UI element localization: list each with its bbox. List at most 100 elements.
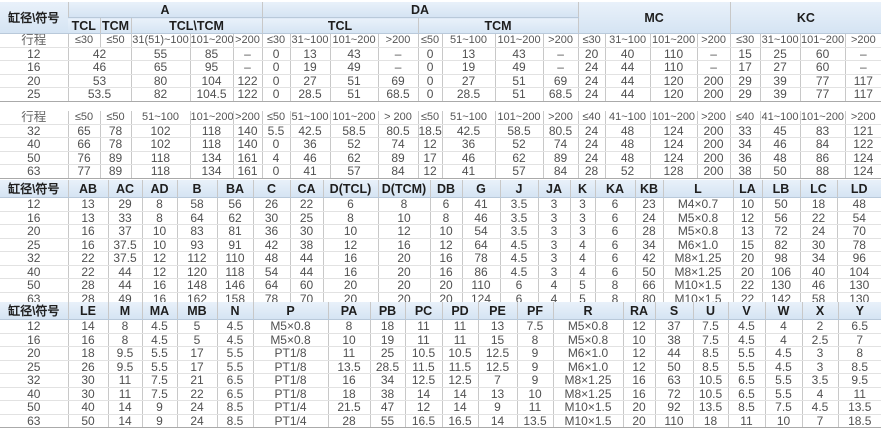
value-cell: 16 <box>67 333 108 347</box>
value-cell: 16 <box>322 251 378 266</box>
value-cell: 18 <box>692 414 728 428</box>
value-cell: 78 <box>836 238 881 252</box>
value-cell: 37 <box>107 224 142 239</box>
table-row: 32 30 11 7.5 21 6.5 PT1/8 16 34 12.5 12.5 7 9 M8×1.25… <box>0 373 881 388</box>
stroke-range-header: >200 <box>542 33 579 48</box>
value-cell: 6.5 <box>727 373 765 388</box>
value-cell: 78 <box>99 124 131 138</box>
value-cell: 10 <box>732 197 762 212</box>
value-cell: 48 <box>604 137 650 152</box>
table-row: 40 30 11 7.5 22 6.5 PT1/8 18 38 14 14 13 10 M8×1.25 16… <box>0 387 881 401</box>
group-header-da: DA <box>261 2 579 18</box>
stroke-range-header: ≤30 <box>261 33 291 48</box>
value-cell: 7.5 <box>141 387 177 401</box>
bore-symbol-header: 缸径\符号 <box>0 2 68 34</box>
value-cell: 7 <box>801 414 838 428</box>
value-cell: 36 <box>252 224 290 239</box>
value-cell: 18.5 <box>837 414 881 428</box>
bore-size-cell: 25 <box>0 238 68 252</box>
bore-size-cell: 63 <box>0 414 68 428</box>
column-header: LA <box>732 180 762 198</box>
value-cell: 3 <box>537 251 570 266</box>
value-cell: 3 <box>537 224 570 239</box>
value-cell: 22 <box>799 211 837 225</box>
value-cell: 18 <box>67 346 108 361</box>
value-cell: 19 <box>369 333 405 347</box>
stroke-range-header: 101~200 <box>799 33 846 48</box>
value-cell: 70 <box>836 224 881 239</box>
value-cell: M5×0.8 <box>252 333 328 347</box>
value-cell: 84 <box>542 164 578 179</box>
value-cell: 37.5 <box>107 238 142 252</box>
value-cell: 46 <box>289 151 330 165</box>
value-cell: 30 <box>67 373 108 388</box>
value-cell: 122 <box>232 87 263 102</box>
value-cell: 82 <box>130 87 190 102</box>
value-cell: 118 <box>216 265 253 279</box>
value-cell: 9.5 <box>107 360 142 374</box>
value-cell: 42 <box>67 47 131 61</box>
value-cell: 15 <box>729 47 761 61</box>
bore-size-cell: 32 <box>0 251 68 266</box>
value-cell: 47 <box>369 400 405 415</box>
value-cell: 14 <box>107 414 142 428</box>
value-cell: 98 <box>761 251 800 266</box>
value-cell: 80.5 <box>542 124 578 138</box>
value-cell: 10 <box>764 414 802 428</box>
value-cell: – <box>542 47 579 61</box>
stroke-range-header: 31(51)~100 <box>130 33 190 48</box>
value-cell: 12 <box>322 238 378 252</box>
value-cell: 84 <box>377 164 418 179</box>
value-cell: 120 <box>649 87 698 102</box>
value-cell: 140 <box>232 137 262 152</box>
value-cell: 24 <box>176 414 217 428</box>
value-cell: 2.5 <box>801 333 838 347</box>
value-cell: 14 <box>107 400 142 415</box>
value-cell: M5×0.8 <box>552 333 623 347</box>
value-cell: – <box>232 60 263 75</box>
value-cell: 6.5 <box>727 387 765 401</box>
value-cell: M10×1.5 <box>552 414 623 428</box>
value-cell: 42 <box>634 251 663 266</box>
value-cell: M6×1.0 <box>552 346 623 361</box>
value-cell: 20 <box>322 278 378 293</box>
column-header: M <box>107 302 142 320</box>
value-cell: 23 <box>634 197 663 212</box>
value-cell: 10.5 <box>441 346 478 361</box>
value-cell: 36 <box>289 137 330 152</box>
value-cell: 8 <box>141 197 177 212</box>
value-cell: 69 <box>542 74 579 88</box>
column-header: AB <box>67 180 108 198</box>
value-cell: 118 <box>130 164 190 179</box>
value-cell: PT1/8 <box>252 360 328 374</box>
value-cell: – <box>542 60 579 75</box>
value-cell: 17 <box>417 151 442 165</box>
value-cell: 30 <box>799 238 837 252</box>
value-cell: 86 <box>799 151 845 165</box>
stroke-range-header: ≤40 <box>577 111 605 125</box>
value-cell: 26 <box>252 197 290 212</box>
value-cell: 56 <box>216 197 253 212</box>
value-cell: 10 <box>622 333 655 347</box>
dimension-table-ab-to-ld: 缸径\符号 AB AC AD B BA C CA D(TCL) D(TCM) DB G J JA K KA KB… <box>0 180 881 306</box>
value-cell: 44 <box>604 74 651 88</box>
value-cell: M5×0.8 <box>662 211 733 225</box>
stroke-range-header: 101~200 <box>494 33 544 48</box>
value-cell: – <box>696 60 731 75</box>
bore-size-cell: 50 <box>0 400 68 415</box>
stroke-range-header: >200 <box>232 111 262 125</box>
table-row: 40 66 78 102 118 140 0 36 52 74 12 36 52 74 24 48 124 200… <box>0 137 881 152</box>
value-cell: 0 <box>417 87 443 102</box>
value-cell: 24 <box>577 137 605 152</box>
value-cell: 4.5 <box>141 333 177 347</box>
value-cell: 54 <box>836 211 881 225</box>
value-cell: 148 <box>176 278 217 293</box>
value-cell: 3 <box>801 360 838 374</box>
value-cell: M4×0.7 <box>662 197 733 212</box>
group-header-a: A <box>67 2 263 18</box>
value-cell: 6 <box>594 211 635 225</box>
value-cell: 9.5 <box>837 373 881 388</box>
value-cell: 88 <box>799 164 845 179</box>
value-cell: 10 <box>141 224 177 239</box>
value-cell: 29 <box>107 197 142 212</box>
